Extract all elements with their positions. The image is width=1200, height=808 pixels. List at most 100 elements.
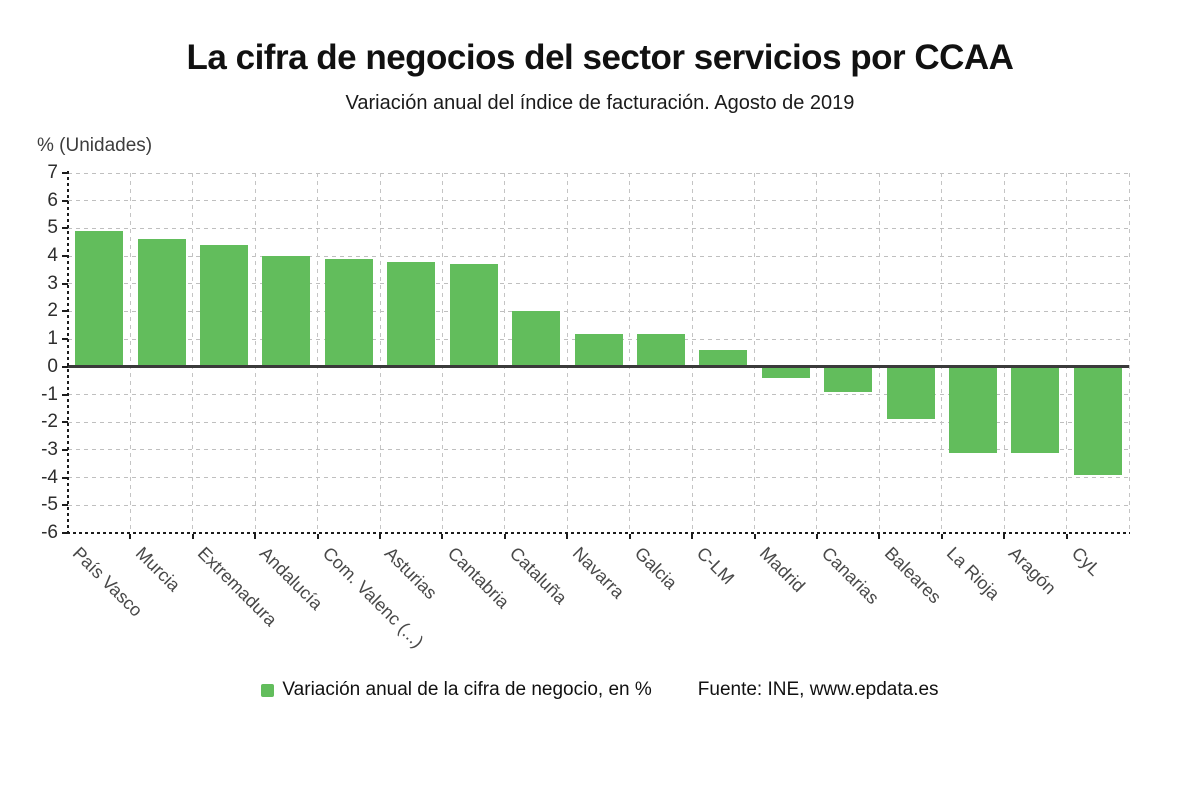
x-axis-tick [1065, 534, 1068, 539]
h-gridline [68, 255, 1129, 257]
y-axis-tick [62, 338, 68, 341]
source-text: Fuente: INE, www.epdata.es [697, 679, 939, 700]
legend-label: Variación anual de la cifra de negocio, … [282, 679, 652, 700]
y-tick-label: -4 [41, 466, 58, 488]
x-category-label: Cataluña [505, 543, 572, 609]
y-axis-title: % (Unidades) [37, 135, 153, 156]
bar-andaluc-a[interactable] [262, 256, 311, 367]
legend-item[interactable]: Variación anual de la cifra de negocio, … [261, 679, 652, 701]
x-axis-tick [441, 534, 444, 539]
x-category-label: Murcia [131, 543, 184, 596]
y-tick-label: 2 [47, 300, 58, 322]
x-category-label: CyL [1067, 543, 1105, 580]
h-gridline [68, 449, 1129, 451]
bar-cantabria[interactable] [449, 264, 498, 367]
h-gridline [68, 172, 1129, 174]
y-axis-tick [62, 476, 68, 479]
chart-title: La cifra de negocios del sector servicio… [186, 38, 1014, 77]
y-axis-tick [62, 365, 68, 368]
h-gridline [68, 200, 1129, 202]
y-tick-label: 4 [47, 245, 58, 267]
v-gridline [1003, 173, 1005, 533]
y-tick-label: 0 [47, 355, 58, 377]
zero-axis-line [68, 365, 1129, 369]
y-axis-tick [62, 504, 68, 507]
y-axis-tick [62, 421, 68, 424]
v-gridline [1066, 173, 1068, 533]
y-axis-tick [62, 282, 68, 285]
y-tick-label: 1 [47, 328, 58, 350]
h-gridline [68, 421, 1129, 423]
x-category-label: Canarias [817, 543, 884, 609]
x-axis-tick [691, 534, 694, 539]
x-axis-tick [815, 534, 818, 539]
bar-madrid[interactable] [761, 366, 810, 378]
x-axis-tick [129, 534, 132, 539]
v-gridline [441, 173, 443, 533]
bar-catalu-a[interactable] [512, 311, 561, 367]
v-gridline [317, 173, 319, 533]
v-gridline [816, 173, 818, 533]
bar-extremadura[interactable] [200, 245, 249, 367]
bar-la-rioja[interactable] [948, 366, 997, 453]
chart-subtitle: Variación anual del índice de facturació… [345, 92, 855, 114]
legend-swatch-icon [261, 683, 275, 697]
v-gridline [941, 173, 943, 533]
bar-murcia[interactable] [137, 239, 186, 367]
h-gridline [68, 394, 1129, 396]
bar-baleares[interactable] [886, 366, 935, 420]
x-axis-tick [566, 534, 569, 539]
x-axis-tick [940, 534, 943, 539]
x-axis-tick [878, 534, 881, 539]
v-gridline [192, 173, 194, 533]
x-axis-tick [379, 534, 382, 539]
y-tick-label: 5 [47, 217, 58, 239]
y-axis-tick [62, 227, 68, 230]
v-gridline [504, 173, 506, 533]
y-tick-label: -2 [41, 411, 58, 433]
h-gridline [68, 310, 1129, 312]
y-tick-label: 7 [47, 162, 58, 183]
y-axis-tick [62, 199, 68, 202]
y-axis-tick [62, 393, 68, 396]
bar-canarias[interactable] [824, 366, 873, 392]
bar-navarra[interactable] [574, 333, 623, 367]
y-axis-tick [62, 255, 68, 258]
v-gridline [254, 173, 256, 533]
x-category-label: C-LM [693, 543, 739, 589]
bar-galcia[interactable] [636, 333, 685, 367]
v-gridline [754, 173, 756, 533]
x-category-label: La Rioja [942, 543, 1004, 604]
y-axis-tick [62, 532, 68, 534]
x-axis-tick [628, 534, 631, 539]
bar-c-lm[interactable] [699, 350, 748, 367]
bar-cyl[interactable] [1073, 366, 1122, 475]
x-axis-tick [1003, 534, 1006, 539]
x-category-label: Baleares [880, 543, 945, 608]
y-axis-tick [62, 172, 68, 174]
x-category-label: Navarra [568, 543, 628, 603]
bar-pa-s-vasco[interactable] [75, 231, 124, 367]
y-tick-label: 6 [47, 189, 58, 211]
h-gridline [68, 504, 1129, 506]
x-axis-tick [503, 534, 506, 539]
v-gridline [1128, 173, 1130, 533]
v-gridline [691, 173, 693, 533]
v-gridline [629, 173, 631, 533]
y-tick-label: -5 [41, 494, 58, 516]
bar-com-valenc[interactable] [324, 258, 373, 367]
x-category-label: Galcia [630, 543, 681, 594]
h-gridline [68, 283, 1129, 285]
x-category-label: Cantabria [443, 543, 513, 613]
x-axis-tick [191, 534, 194, 539]
x-axis-tick [753, 534, 756, 539]
x-axis-tick [254, 534, 257, 539]
bar-asturias[interactable] [387, 261, 436, 367]
legend-row: Variación anual de la cifra de negocio, … [0, 679, 1200, 701]
y-axis-tick [62, 448, 68, 451]
y-tick-label: 3 [47, 272, 58, 294]
bar-arag-n[interactable] [1011, 366, 1060, 453]
x-axis [67, 532, 1130, 534]
y-tick-label: -1 [41, 383, 58, 405]
v-gridline [878, 173, 880, 533]
